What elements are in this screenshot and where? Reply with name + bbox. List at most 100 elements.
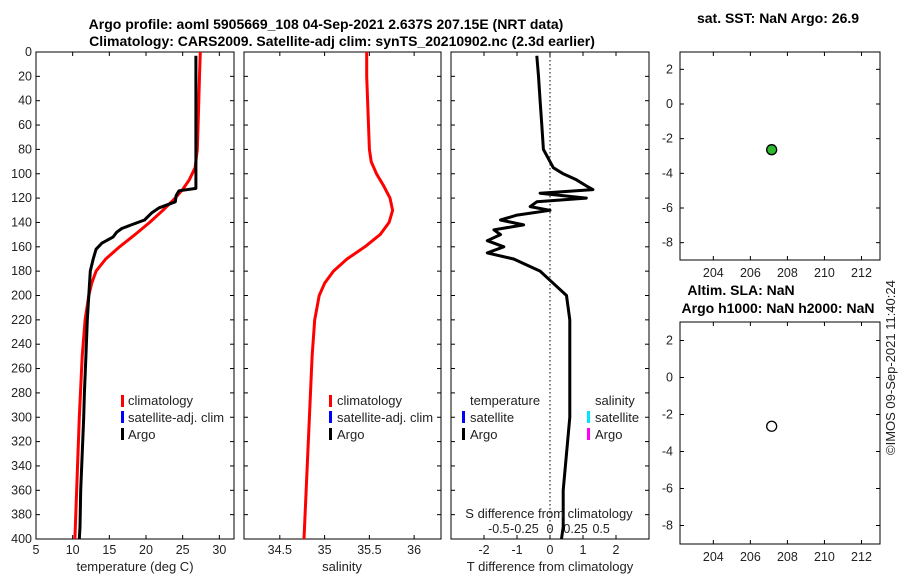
- x-tick-label: 10: [66, 543, 80, 557]
- difference-xlabel: T difference from climatology: [467, 559, 634, 574]
- legend-swatch-climatology: [121, 395, 124, 407]
- y-tick-label: 340: [11, 459, 32, 473]
- y-tick-label: 320: [11, 435, 32, 449]
- legend-swatch-t-argo: [462, 428, 465, 440]
- temperature-xlabel: temperature (deg C): [76, 559, 193, 574]
- sla-panel: 204 206 208 210 212 2 0 -2 -4 -6 -8: [662, 322, 880, 564]
- x-tick-label-salinity: 0.25: [563, 522, 587, 536]
- figure-title-line2: Climatology: CARS2009. Satellite-adj cli…: [89, 33, 595, 49]
- difference-legend: temperature satellite Argo salinity sate…: [462, 393, 639, 442]
- y-tick-label: 140: [11, 215, 32, 229]
- legend-swatch-s-argo: [587, 428, 590, 440]
- x-tick-label: -2: [478, 543, 489, 557]
- legend-label-argo: Argo: [128, 427, 155, 442]
- x-tick-label: 35: [318, 543, 332, 557]
- x-tick-label: 204: [703, 266, 724, 280]
- legend-label-argo: Argo: [337, 427, 364, 442]
- y-tick-label: 2: [666, 334, 673, 348]
- y-tick-label: 40: [18, 94, 32, 108]
- x-tick-label: 208: [777, 550, 798, 564]
- series-line-argo: [77, 55, 198, 540]
- temperature-panel: 5 10 15 20 25 3002040608010012014016018020022…: [11, 45, 234, 557]
- legend-swatch-satellite: [329, 411, 332, 423]
- legend-label-satellite: satellite-adj. clim: [337, 410, 433, 425]
- salinity-xlabel: salinity: [322, 559, 362, 574]
- series-line-climatology: [302, 52, 395, 540]
- profile-location-marker: [766, 420, 778, 432]
- x-tick-label: 208: [777, 266, 798, 280]
- x-tick-label: 15: [102, 543, 116, 557]
- x-tick-label: 206: [740, 550, 761, 564]
- y-tick-label: 160: [11, 240, 32, 254]
- x-tick-label-salinity: 0.5: [592, 522, 609, 536]
- sla-title-line2: Argo h1000: NaN h2000: NaN: [682, 300, 875, 316]
- y-tick-label: 260: [11, 362, 32, 376]
- y-tick-label: 0: [25, 45, 32, 59]
- y-tick-label: 200: [11, 289, 32, 303]
- x-tick-label: 25: [176, 543, 190, 557]
- legend-swatch-satellite: [121, 411, 124, 423]
- x-tick-label-salinity: -0.5: [488, 522, 510, 536]
- x-tick-label: 2: [613, 543, 620, 557]
- legend-swatch-t-satellite: [462, 411, 465, 423]
- legend-label-satellite: satellite-adj. clim: [128, 410, 224, 425]
- y-tick-label: 220: [11, 313, 32, 327]
- y-tick-label: -8: [662, 236, 673, 250]
- timestamp: ©IMOS 09-Sep-2021 11:40:24: [883, 280, 898, 455]
- legend-label-s-satellite: satellite: [595, 410, 639, 425]
- salinity-panel: 34.5 35 35.5 36: [244, 51, 441, 557]
- series-line-climatology: [73, 51, 202, 540]
- x-tick-label: 0: [547, 543, 554, 557]
- legend-swatch-argo: [121, 428, 124, 440]
- salinity-legend: climatology satellite-adj. clim Argo: [329, 393, 433, 442]
- x-tick-label-salinity: 0: [547, 522, 554, 536]
- legend-label-t-satellite: satellite: [470, 410, 514, 425]
- y-tick-label: 180: [11, 264, 32, 278]
- y-tick-label: 0: [666, 371, 673, 385]
- x-tick-label: 30: [212, 543, 226, 557]
- y-tick-label: 240: [11, 337, 32, 351]
- figure-title-line1: Argo profile: aoml 5905669_108 04-Sep-20…: [89, 16, 564, 32]
- y-tick-label: 60: [18, 118, 32, 132]
- y-tick-label: -4: [662, 166, 673, 180]
- sst-panel: 204 206 208 210 212 2 0 -2 -4 -6 -8: [662, 52, 880, 280]
- temperature-axes: [35, 51, 235, 540]
- x-tick-label: 35.5: [357, 543, 381, 557]
- y-tick-label: 300: [11, 410, 32, 424]
- y-tick-label: -6: [662, 201, 673, 215]
- x-tick-label: 36: [407, 543, 421, 557]
- sst-axes: [679, 51, 881, 261]
- y-tick-label: 80: [18, 142, 32, 156]
- legend-swatch-climatology: [329, 395, 332, 407]
- x-tick-label: 204: [703, 550, 724, 564]
- x-tick-label: 210: [814, 550, 835, 564]
- legend-swatch-argo: [329, 428, 332, 440]
- x-tick-label-salinity: -0.25: [510, 522, 539, 536]
- profile-location-marker: [766, 144, 778, 156]
- y-tick-label: -8: [662, 519, 673, 533]
- legend-label-s-argo: Argo: [595, 427, 622, 442]
- y-tick-label: 400: [11, 532, 32, 546]
- x-tick-label: 1: [580, 543, 587, 557]
- legend-swatch-s-satellite: [587, 411, 590, 423]
- y-tick-label: -4: [662, 445, 673, 459]
- x-tick-label: -1: [511, 543, 522, 557]
- legend-heading-temperature: temperature: [470, 393, 540, 408]
- salinity-axes: [243, 51, 442, 540]
- difference-panel: -2 -1 0 1 2 -0.5 -0.25 0 0.25 0.5: [451, 51, 649, 557]
- sla-title-line1: Altim. SLA: NaN: [687, 282, 794, 298]
- y-tick-label: 2: [666, 62, 673, 76]
- sst-title: sat. SST: NaN Argo: 26.9: [697, 10, 859, 26]
- legend-label-climatology: climatology: [128, 393, 194, 408]
- y-tick-label: 280: [11, 386, 32, 400]
- x-tick-label: 20: [139, 543, 153, 557]
- y-tick-label: -2: [662, 408, 673, 422]
- x-tick-label: 34.5: [268, 543, 292, 557]
- y-tick-label: 120: [11, 191, 32, 205]
- difference-xlabel-salinity: S difference from climatology: [465, 506, 633, 521]
- temperature-legend: climatology satellite-adj. clim Argo: [121, 393, 224, 442]
- y-tick-label: 360: [11, 483, 32, 497]
- y-tick-label: -2: [662, 132, 673, 146]
- legend-label-t-argo: Argo: [470, 427, 497, 442]
